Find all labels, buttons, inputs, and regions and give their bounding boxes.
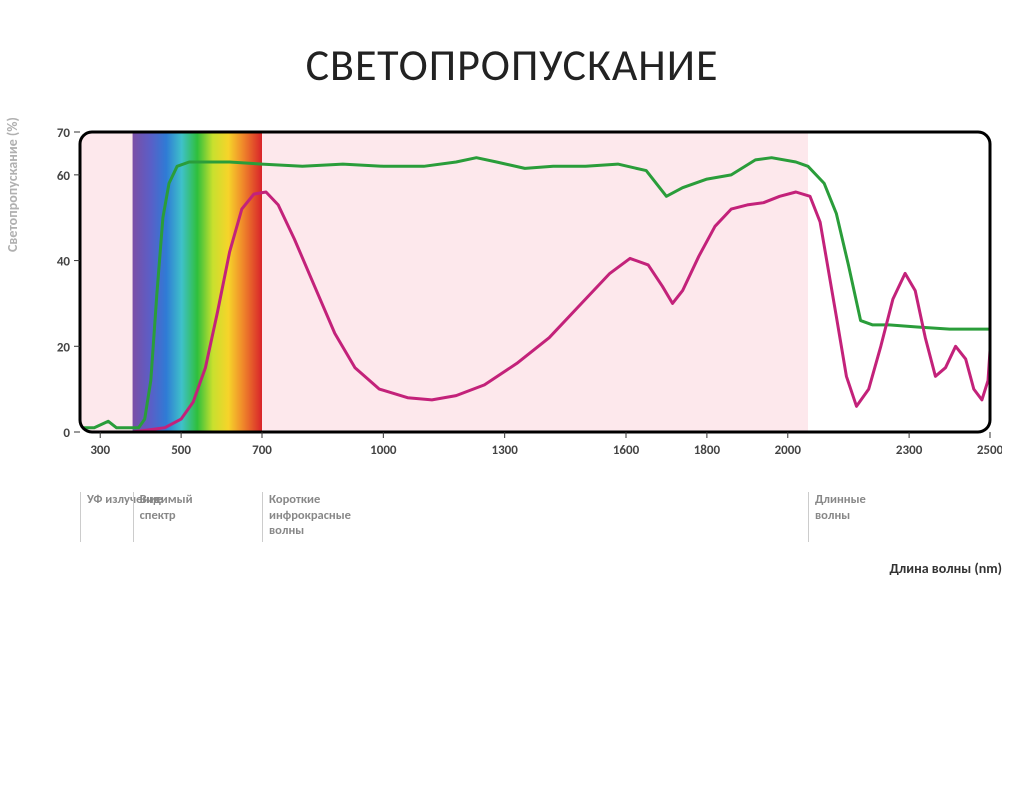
y-tick-label: 70	[57, 126, 71, 141]
y-tick-label: 0	[63, 426, 70, 441]
x-tick-label: 500	[171, 443, 191, 458]
y-tick-label: 60	[57, 169, 71, 184]
y-axis-label: Светопропускание (%)	[4, 117, 21, 252]
region-label: Короткие инфрокрасные волны	[262, 492, 351, 542]
x-tick-label: 300	[90, 443, 110, 458]
x-tick-label: 1800	[694, 443, 721, 458]
chart-container: Светопропускание (%) 0204060703005007001…	[22, 122, 1002, 507]
x-tick-label: 2300	[896, 443, 923, 458]
x-tick-label: 1000	[370, 443, 397, 458]
x-tick-label: 1300	[491, 443, 518, 458]
x-tick-label: 700	[252, 443, 272, 458]
page-title: СВЕТОПРОПУСКАНИЕ	[0, 38, 1024, 92]
y-tick-label: 40	[57, 255, 71, 270]
x-tick-label: 2500	[977, 443, 1002, 458]
region-labels: УФ излучениеВидимый спектрКороткие инфро…	[80, 492, 990, 552]
region-label: Видимый спектр	[133, 492, 193, 542]
y-tick-label: 20	[57, 340, 71, 355]
region-label: Длинные волны	[808, 492, 866, 542]
x-axis-label: Длина волны (nm)	[890, 560, 1003, 577]
x-tick-label: 2000	[775, 443, 802, 458]
spectrum-chart: 0 20 40 60 70 300 500 700 1000 1300 1600 1800 2000 23…	[22, 122, 1002, 502]
x-tick-label: 1600	[613, 443, 640, 458]
